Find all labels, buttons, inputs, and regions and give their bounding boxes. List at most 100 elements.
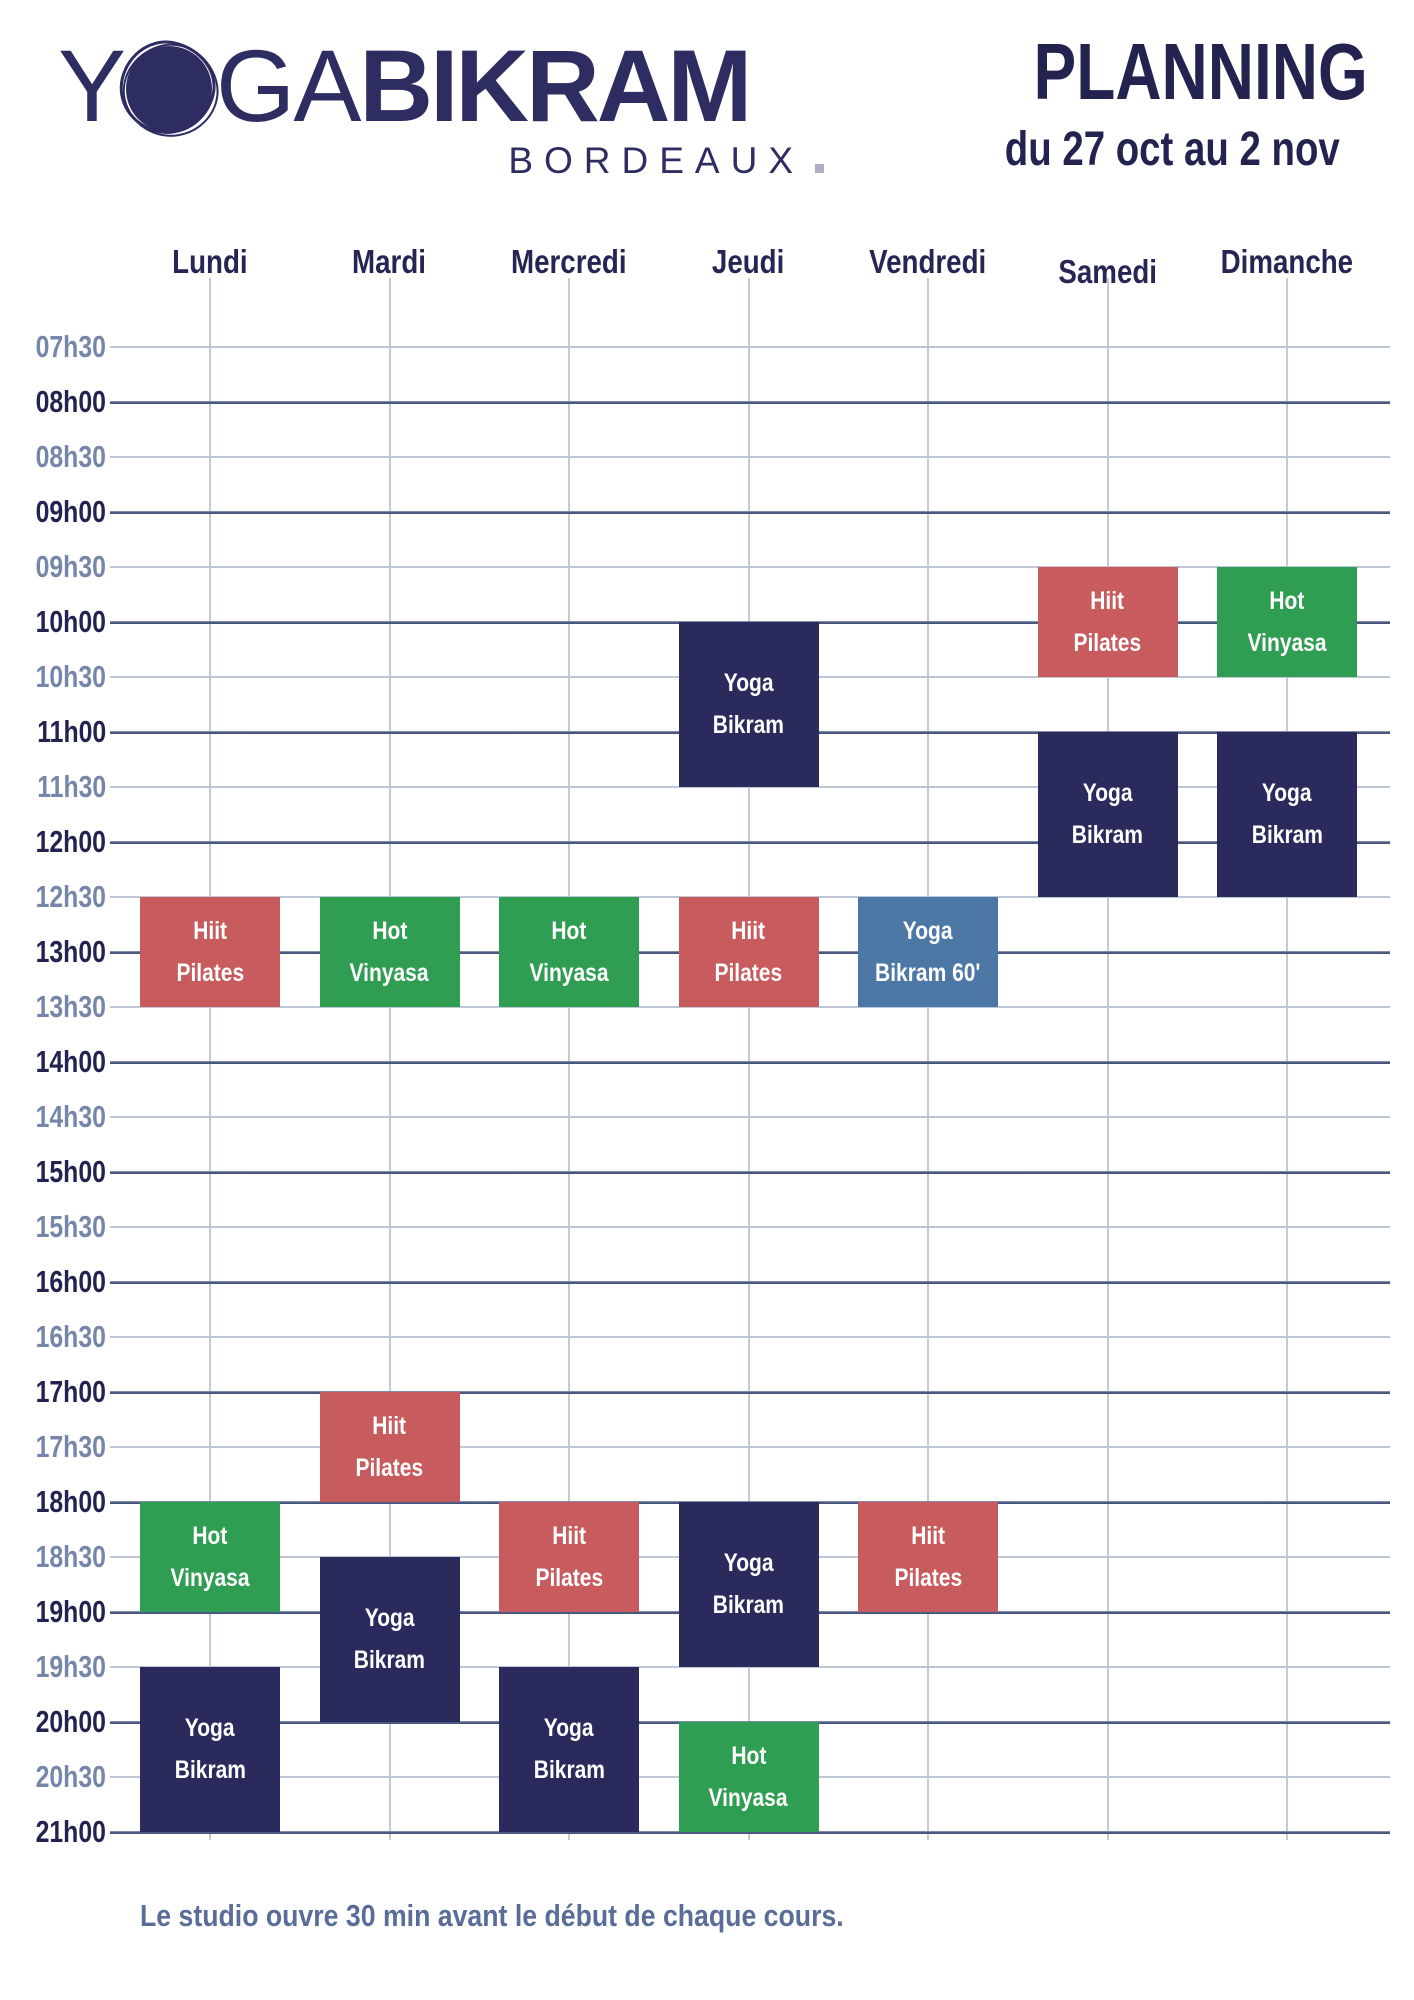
class-block: Yoga Bikram [1217, 732, 1357, 897]
class-label-line: Bikram 60' [875, 958, 981, 987]
time-label-19h00: 19h00 [35, 1594, 106, 1629]
class-label-line: Pilates [894, 1563, 962, 1592]
class-label-line: Pilates [355, 1453, 424, 1482]
grid-line-15h30 [110, 1226, 1390, 1228]
time-label-15h00: 15h00 [35, 1154, 106, 1189]
day-header-mercredi: Mercredi [511, 243, 627, 280]
class-block: Hiit Pilates [1037, 567, 1178, 677]
class-label-line: Yoga [903, 916, 953, 945]
class-block: Yoga Bikram [1037, 732, 1178, 897]
class-label-line: Vinyasa [708, 1783, 789, 1812]
class-label-line: Hot [1269, 586, 1305, 615]
grid-line-16h30 [110, 1336, 1390, 1338]
class-block: Yoga Bikram [678, 622, 819, 787]
class-block: Hot Vinyasa [140, 1502, 280, 1612]
class-label-line: Bikram [712, 711, 785, 739]
class-label-line: Hot [731, 1741, 766, 1770]
class-block: Hiit Pilates [858, 1502, 998, 1612]
studio-logo: Y GA BIKRAM BORDEAUX [58, 29, 824, 186]
class-block: Yoga Bikram [319, 1557, 460, 1722]
time-label-12h30: 12h30 [35, 879, 106, 914]
time-label-17h00: 17h00 [35, 1374, 106, 1409]
day-header-dimanche: Dimanche [1220, 243, 1354, 280]
grid-line-11h30 [110, 786, 1390, 788]
time-label-13h30: 13h30 [35, 989, 106, 1024]
class-label-line: Vinyasa [1247, 628, 1327, 657]
class-label-line: Pilates [176, 958, 244, 987]
class-label-line: Hiit [372, 1411, 407, 1440]
time-label-11h00: 11h00 [37, 714, 106, 749]
grid-line-13h30 [110, 1006, 1390, 1008]
class-block: Yoga Bikram [499, 1667, 639, 1832]
column-line-dimanche [1286, 278, 1288, 1840]
class-label-line: Bikram [533, 1756, 605, 1784]
grid-line-19h30 [110, 1666, 1390, 1668]
class-label-line: Bikram [1251, 821, 1323, 849]
time-label-16h00: 16h00 [35, 1264, 106, 1299]
class-label-line: Bikram [1071, 821, 1144, 849]
class-label-line: Yoga [185, 1714, 235, 1742]
class-block: Hot Vinyasa [319, 897, 460, 1007]
column-line-lundi [209, 278, 211, 1840]
column-line-vendredi [927, 278, 929, 1840]
column-line-samedi [1106, 278, 1109, 1840]
class-label-line: Yoga [1262, 779, 1312, 807]
time-label-15h30: 15h30 [35, 1209, 106, 1244]
class-block: Yoga Bikram [678, 1502, 819, 1667]
column-line-mercredi [568, 278, 570, 1840]
class-label-line: Pilates [714, 958, 783, 987]
time-label-19h30: 19h30 [35, 1649, 106, 1684]
scribble-o-icon [126, 46, 213, 132]
class-label-line: Yoga [723, 669, 774, 697]
class-label-line: Hiit [731, 916, 766, 945]
time-label-09h30: 09h30 [35, 549, 106, 584]
class-label-line: Vinyasa [349, 958, 430, 987]
class-label-line: Pilates [535, 1563, 603, 1592]
time-label-08h00: 08h00 [35, 384, 106, 419]
time-label-08h30: 08h30 [35, 439, 106, 474]
grid-line-09h30 [110, 566, 1390, 568]
class-label-line: Bikram [712, 1591, 785, 1619]
time-label-21h00: 21h00 [35, 1814, 106, 1849]
grid-line-14h30 [110, 1116, 1390, 1118]
column-line-mardi [388, 278, 391, 1840]
class-label-line: Yoga [544, 1714, 594, 1742]
class-block: Hiit Pilates [319, 1392, 460, 1502]
class-label-line: Hiit [193, 916, 227, 945]
class-label-line: Hot [372, 916, 407, 945]
class-block: Hot Vinyasa [1217, 567, 1357, 677]
class-block: Yoga Bikram [140, 1667, 280, 1832]
date-range: du 27 oct au 2 nov [1004, 123, 1340, 176]
time-label-10h30: 10h30 [35, 659, 106, 694]
class-label-line: Hot [192, 1521, 228, 1550]
logo-wordmark: Y GA BIKRAM [58, 29, 798, 143]
day-header-jeudi: Jeudi [712, 243, 785, 280]
grid-line-14h00 [110, 1060, 1390, 1064]
class-block: Hiit Pilates [499, 1502, 639, 1612]
class-block: Yoga Bikram 60' [858, 897, 998, 1007]
logo-period-dot [815, 164, 824, 173]
grid-line-09h00 [110, 510, 1390, 514]
grid-line-07h30 [110, 346, 1390, 348]
grid-line-21h00 [110, 1830, 1390, 1834]
time-label-18h30: 18h30 [35, 1539, 106, 1574]
logo-text-y: Y [58, 29, 126, 143]
class-label-line: Hot [551, 916, 587, 945]
footer-note: Le studio ouvre 30 min avant le début de… [140, 1898, 844, 1933]
time-label-18h00: 18h00 [35, 1484, 106, 1519]
class-label-line: Vinyasa [170, 1563, 250, 1592]
planning-title-block: PLANNING du 27 oct au 2 nov [921, 30, 1368, 177]
class-label-line: Yoga [723, 1549, 774, 1577]
day-header-vendredi: Vendredi [869, 243, 987, 280]
class-label-line: Pilates [1073, 628, 1142, 657]
class-label-line: Vinyasa [529, 958, 609, 987]
grid-line-08h30 [110, 456, 1390, 458]
grid-line-17h00 [110, 1390, 1390, 1394]
class-label-line: Hiit [552, 1521, 586, 1550]
grid-line-15h00 [110, 1170, 1390, 1174]
grid-line-16h00 [110, 1280, 1390, 1284]
class-block: Hot Vinyasa [499, 897, 639, 1007]
class-label-line: Bikram [353, 1646, 426, 1674]
logo-text-ga: GA [216, 29, 361, 143]
